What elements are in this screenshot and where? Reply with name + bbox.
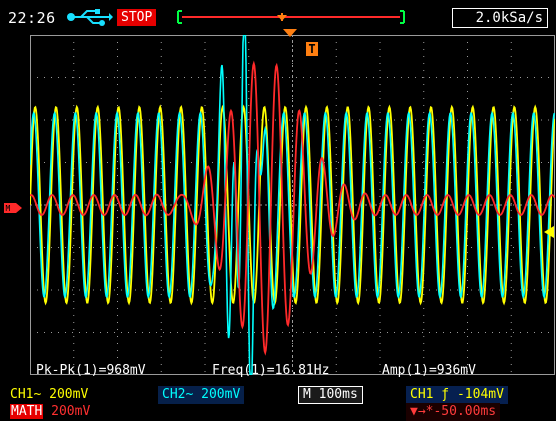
clock: 22:26 bbox=[8, 9, 56, 27]
math-scale[interactable]: MATH 200mV bbox=[10, 403, 91, 421]
trigger-setting[interactable]: CH1 ƒ -104mV bbox=[406, 386, 508, 404]
math-label: MATH bbox=[10, 404, 44, 419]
trigger-level-marker[interactable]: T bbox=[306, 42, 318, 56]
measurement-pk-pk: Pk-Pk(1)=968mV bbox=[36, 363, 146, 378]
run-status-badge[interactable]: STOP bbox=[117, 9, 157, 26]
ch2-trace bbox=[30, 35, 555, 375]
channel-status-row: CH1~ 200mV CH2~ 200mV M 100ms CH1 ƒ -104… bbox=[0, 386, 556, 404]
traces bbox=[30, 35, 555, 375]
usb-icon bbox=[67, 9, 113, 26]
channel-ground-icon[interactable]: M bbox=[4, 201, 30, 215]
math-status-row: MATH 200mV ▼→*-50.00ms bbox=[0, 403, 556, 421]
horizontal-delay[interactable]: ▼→*-50.00ms bbox=[406, 403, 501, 421]
svg-text:M: M bbox=[6, 204, 11, 213]
timebase[interactable]: M 100ms bbox=[298, 386, 363, 404]
memory-position-bar[interactable] bbox=[176, 9, 406, 25]
math-scale-value: 200mV bbox=[43, 404, 91, 419]
sample-rate-display: 2.0kSa/s bbox=[452, 8, 548, 28]
trigger-position-icon[interactable] bbox=[283, 29, 297, 37]
measurement-frequency: Freq(1)=16.81Hz bbox=[212, 363, 330, 378]
measurement-amplitude: Amp(1)=936mV bbox=[382, 363, 476, 378]
grid-lines bbox=[30, 35, 555, 375]
ch2-scale[interactable]: CH2~ 200mV bbox=[158, 386, 245, 404]
trace-offset-marker-icon bbox=[544, 226, 554, 238]
top-status-bar: 22:26 STOP 2.0kSa/s bbox=[0, 0, 556, 35]
waveform-grid bbox=[30, 35, 555, 375]
ch1-scale[interactable]: CH1~ 200mV bbox=[10, 387, 89, 402]
math-trace bbox=[30, 60, 555, 356]
